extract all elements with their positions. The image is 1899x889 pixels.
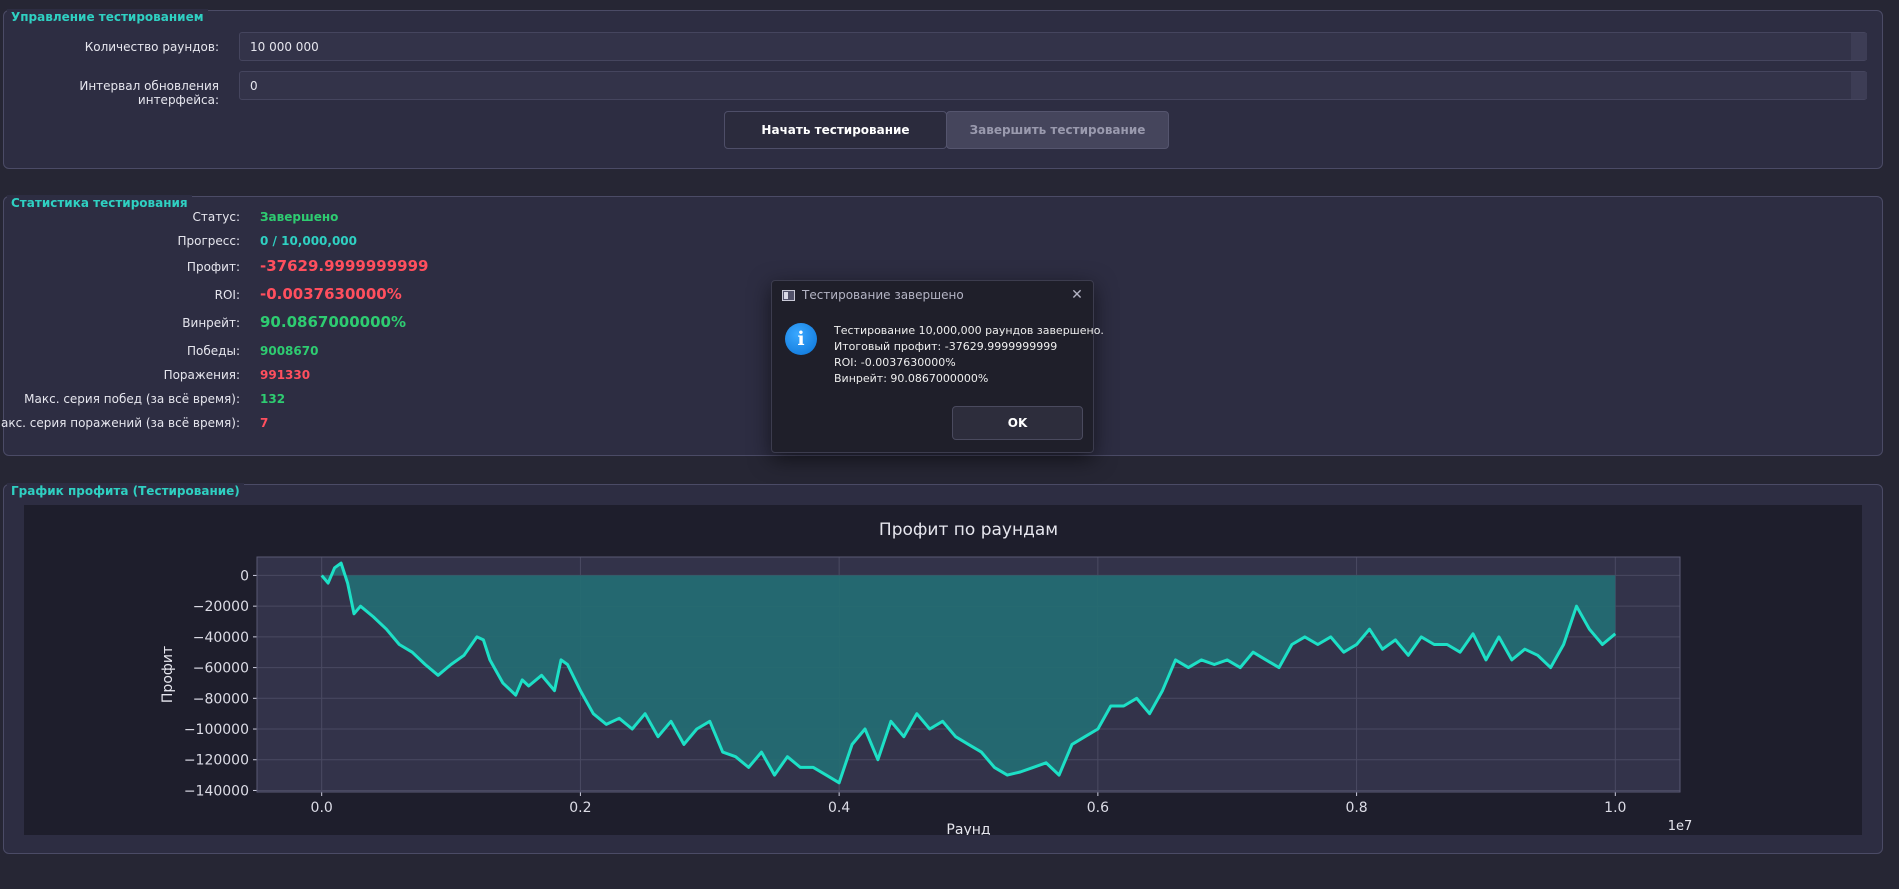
y-tick-label: −40000 — [193, 630, 249, 646]
dialog-titlebar[interactable]: Тестирование завершено ✕ — [772, 281, 1093, 311]
y-tick-label: −80000 — [193, 691, 249, 707]
control-group: Управление тестированием Количество раун… — [3, 9, 1883, 169]
stat-label: Поражения: — [163, 368, 240, 382]
close-icon[interactable]: ✕ — [1071, 287, 1083, 303]
dialog-message-line: Винрейт: 90.0867000000% — [834, 372, 989, 385]
app-window-icon — [782, 290, 795, 301]
dialog-message-line: Итоговый профит: -37629.9999999999 — [834, 340, 1058, 353]
stat-label: Винрейт: — [182, 316, 240, 330]
stat-value: 0 / 10,000,000 — [260, 234, 358, 248]
x-axis-label: Раунд — [946, 822, 990, 835]
x-tick-label: 0.2 — [569, 800, 591, 816]
dialog-message: Тестирование 10,000,000 раундов завершен… — [834, 323, 1104, 387]
dialog-message-line: ROI: -0.0037630000% — [834, 356, 956, 369]
stat-value: Завершено — [260, 210, 339, 224]
x-tick-label: 0.4 — [828, 800, 850, 816]
stat-value: 132 — [260, 392, 286, 406]
completion-dialog: Тестирование завершено ✕ i Тестирование … — [771, 280, 1104, 453]
stat-label: Макс. серия побед (за всё время): — [24, 392, 240, 406]
stat-value: 90.0867000000% — [260, 313, 406, 331]
ok-button[interactable]: OK — [952, 406, 1083, 440]
profit-chart: 0.0 0.2 0.4 0.6 0.8 1.0 0 −20000 −40000 −60000 −80… — [160, 520, 1693, 838]
profit-chart-area: 0.0 0.2 0.4 0.6 0.8 1.0 0 −20000 −40000 −60000 −80… — [24, 505, 1862, 838]
stat-value: 9008670 — [260, 344, 319, 358]
x-tick-label: 0.6 — [1087, 800, 1109, 816]
stat-label: Победы: — [187, 344, 240, 358]
control-group-title: Управление тестированием — [7, 9, 208, 25]
stat-value: 7 — [260, 416, 269, 430]
y-tick-label: −100000 — [184, 722, 249, 738]
y-tick-label: −60000 — [193, 661, 249, 677]
stop-testing-button[interactable]: Завершить тестирование — [946, 111, 1169, 149]
plot-frame — [256, 556, 1681, 793]
rounds-input[interactable] — [239, 32, 1867, 61]
chart-title: Профит по раундам — [879, 520, 1058, 540]
stat-value: -0.0037630000% — [260, 285, 402, 303]
stat-label: Прогресс: — [177, 234, 240, 248]
start-testing-button[interactable]: Начать тестирование — [724, 111, 947, 149]
stat-label: Профит: — [186, 260, 240, 274]
x-tick-label: 0.0 — [311, 800, 333, 816]
x-tick-label: 1.0 — [1604, 800, 1626, 816]
stat-label: Статус: — [192, 210, 240, 224]
interval-label: Интервал обновления интерфейса: — [79, 79, 219, 107]
info-icon: i — [785, 323, 817, 355]
y-tick-label: −20000 — [193, 599, 249, 615]
interval-input[interactable] — [239, 71, 1867, 100]
stat-value: -37629.9999999999 — [260, 257, 429, 275]
stat-value: 991330 — [260, 368, 311, 382]
dialog-message-line: Тестирование 10,000,000 раундов завершен… — [834, 324, 1104, 337]
y-tick-label: −120000 — [184, 753, 249, 769]
y-tick-label: 0 — [240, 568, 249, 584]
x-tick-label: 0.8 — [1345, 800, 1367, 816]
stat-label: Макс. серия поражений (за всё время): — [0, 416, 240, 430]
profit-area-fill — [321, 563, 1616, 783]
dialog-title: Тестирование завершено — [802, 288, 964, 302]
y-tick-label: −140000 — [184, 783, 249, 799]
rounds-spin-handle[interactable] — [1851, 33, 1867, 60]
chart-group: График профита (Тестирование) 0.0 0.2 0.4 0… — [3, 483, 1883, 854]
x-scale-label: 1e7 — [1668, 819, 1693, 834]
stat-label: ROI: — [214, 288, 240, 302]
rounds-label: Количество раундов: — [84, 40, 219, 54]
stats-group-title: Статистика тестирования — [7, 195, 192, 211]
chart-group-title: График профита (Тестирование) — [7, 483, 244, 499]
y-axis-label: Профит — [160, 646, 176, 703]
profit-series-line — [320, 561, 1617, 785]
interval-spin-handle[interactable] — [1851, 72, 1867, 99]
